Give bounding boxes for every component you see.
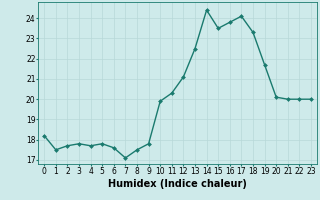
X-axis label: Humidex (Indice chaleur): Humidex (Indice chaleur): [108, 179, 247, 189]
